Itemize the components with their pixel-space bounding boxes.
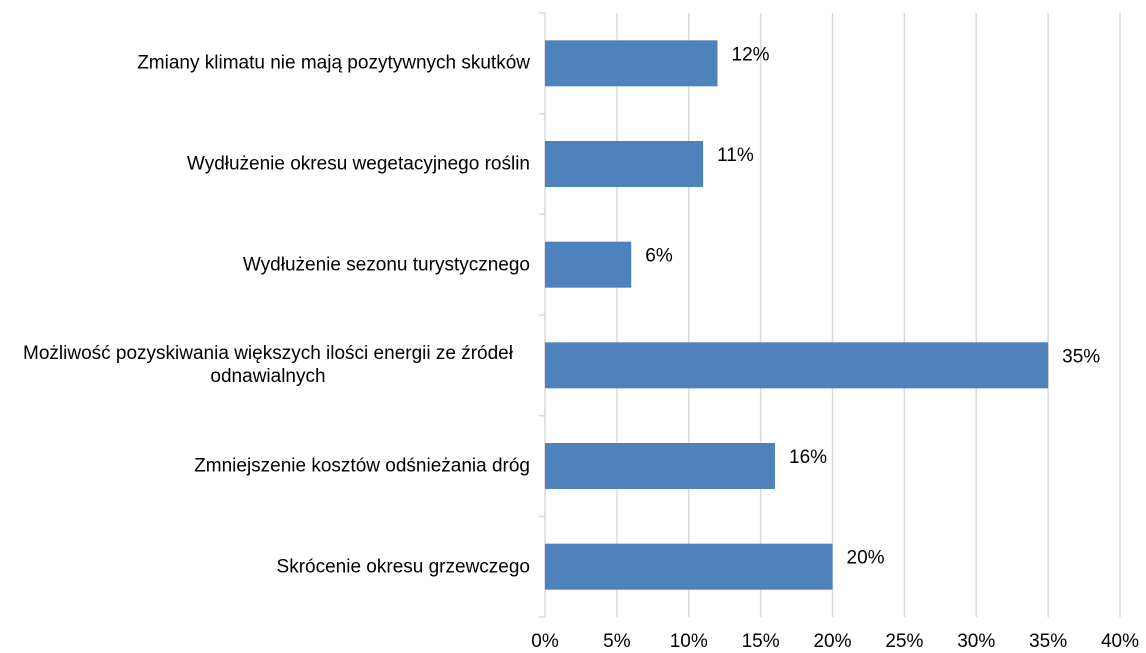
- x-tick-label: 40%: [1101, 631, 1139, 652]
- bar: [545, 241, 632, 288]
- y-tick-label: Skrócenie okresu grzewczego: [0, 555, 530, 578]
- x-tick-label: 25%: [885, 631, 923, 652]
- data-label: 11%: [717, 145, 754, 166]
- category-text: Zmiany klimatu nie mają pozytywnych skut…: [137, 52, 530, 74]
- bar: [545, 443, 775, 489]
- y-tick-label: Wydłużenie sezonu turystycznego: [0, 253, 530, 276]
- category-text: Wydłużenie okresu wegetacyjnego roślin: [186, 153, 530, 175]
- x-tick-label: 10%: [670, 631, 708, 652]
- y-tick-label: Zmiany klimatu nie mają pozytywnych skut…: [0, 52, 530, 75]
- bar: [545, 342, 1049, 389]
- data-label: 20%: [847, 548, 885, 569]
- y-tick-label: Możliwość pozyskiwania większych ilości …: [0, 342, 530, 388]
- x-tick-label: 35%: [1029, 631, 1067, 652]
- x-tick-label: 0%: [531, 631, 559, 652]
- y-tick-label: Zmniejszenie kosztów odśnieżania dróg: [0, 455, 530, 478]
- x-tick-label: 20%: [813, 631, 851, 652]
- data-label: 35%: [1062, 346, 1100, 367]
- category-text: Skrócenie okresu grzewczego: [276, 556, 530, 578]
- category-text: Możliwość pozyskiwania większych ilości …: [23, 343, 513, 388]
- y-tick-label: Wydłużenie okresu wegetacyjnego roślin: [0, 153, 530, 176]
- category-text: Zmniejszenie kosztów odśnieżania dróg: [194, 455, 530, 477]
- bar: [545, 141, 704, 187]
- x-tick-label: 5%: [603, 631, 631, 652]
- x-tick-label: 30%: [957, 631, 995, 652]
- x-tick-label: 15%: [742, 631, 780, 652]
- data-label: 16%: [789, 447, 827, 468]
- bar: [545, 40, 718, 87]
- data-label: 12%: [732, 44, 770, 65]
- category-text: Wydłużenie sezonu turystycznego: [242, 254, 530, 276]
- bar: [545, 543, 833, 590]
- data-label: 6%: [645, 246, 673, 267]
